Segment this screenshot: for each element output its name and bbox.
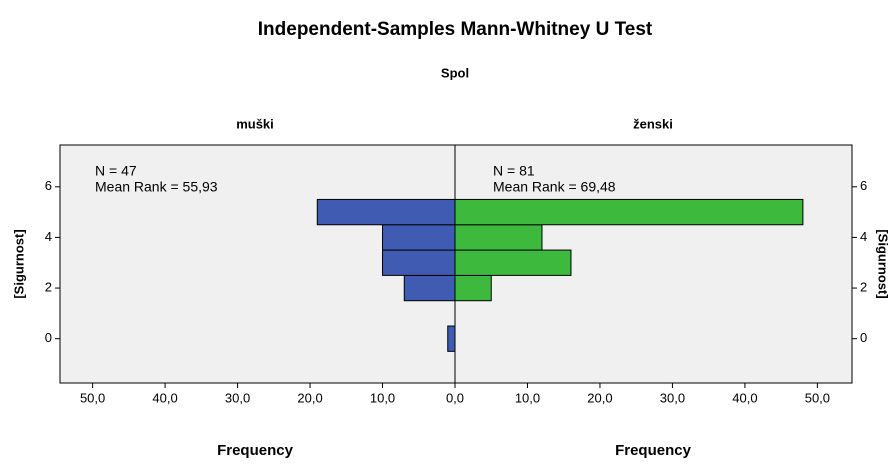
bar	[382, 249, 456, 276]
bar	[454, 249, 572, 276]
panel-title: ženski	[633, 116, 673, 131]
annotation: N = 47	[95, 163, 137, 179]
x-tick-label: 0,0	[446, 390, 464, 405]
x-tick-label: 20,0	[297, 390, 322, 405]
bar	[382, 224, 456, 251]
bar	[403, 274, 456, 302]
x-tick-label: 20,0	[587, 390, 612, 405]
y-axis-label: [Sigurnost]	[876, 229, 891, 298]
x-tick-label: 50,0	[80, 390, 105, 405]
panel-title: muški	[236, 116, 274, 131]
bar	[454, 224, 543, 251]
y-axis-label: [Sigurnost]	[11, 229, 26, 298]
chart-subtitle: Spol	[441, 65, 469, 80]
x-tick-label: 40,0	[152, 390, 177, 405]
y-tick-label: 4	[45, 229, 52, 244]
bar	[454, 198, 804, 226]
bar	[447, 325, 456, 352]
annotation: Mean Rank = 69,48	[493, 179, 616, 195]
x-tick-label: 10,0	[515, 390, 540, 405]
y-tick-label: 2	[45, 279, 52, 294]
x-axis-label: Frequency	[615, 442, 692, 459]
y-tick-label: 0	[860, 330, 867, 345]
x-tick-label: 40,0	[732, 390, 757, 405]
x-axis-label: Frequency	[217, 442, 294, 459]
x-tick-label: 30,0	[225, 390, 250, 405]
y-tick-label: 6	[45, 178, 52, 193]
x-tick-label: 50,0	[805, 390, 830, 405]
x-tick-label: 10,0	[370, 390, 395, 405]
annotation: Mean Rank = 55,93	[95, 179, 218, 195]
chart-title: Independent-Samples Mann-Whitney U Test	[258, 19, 653, 40]
annotation: N = 81	[493, 163, 535, 179]
y-tick-label: 6	[860, 178, 867, 193]
bar	[316, 198, 456, 226]
y-tick-label: 4	[860, 229, 867, 244]
y-tick-label: 2	[860, 279, 867, 294]
x-tick-label: 30,0	[660, 390, 685, 405]
bar	[454, 274, 492, 302]
y-tick-label: 0	[45, 330, 52, 345]
